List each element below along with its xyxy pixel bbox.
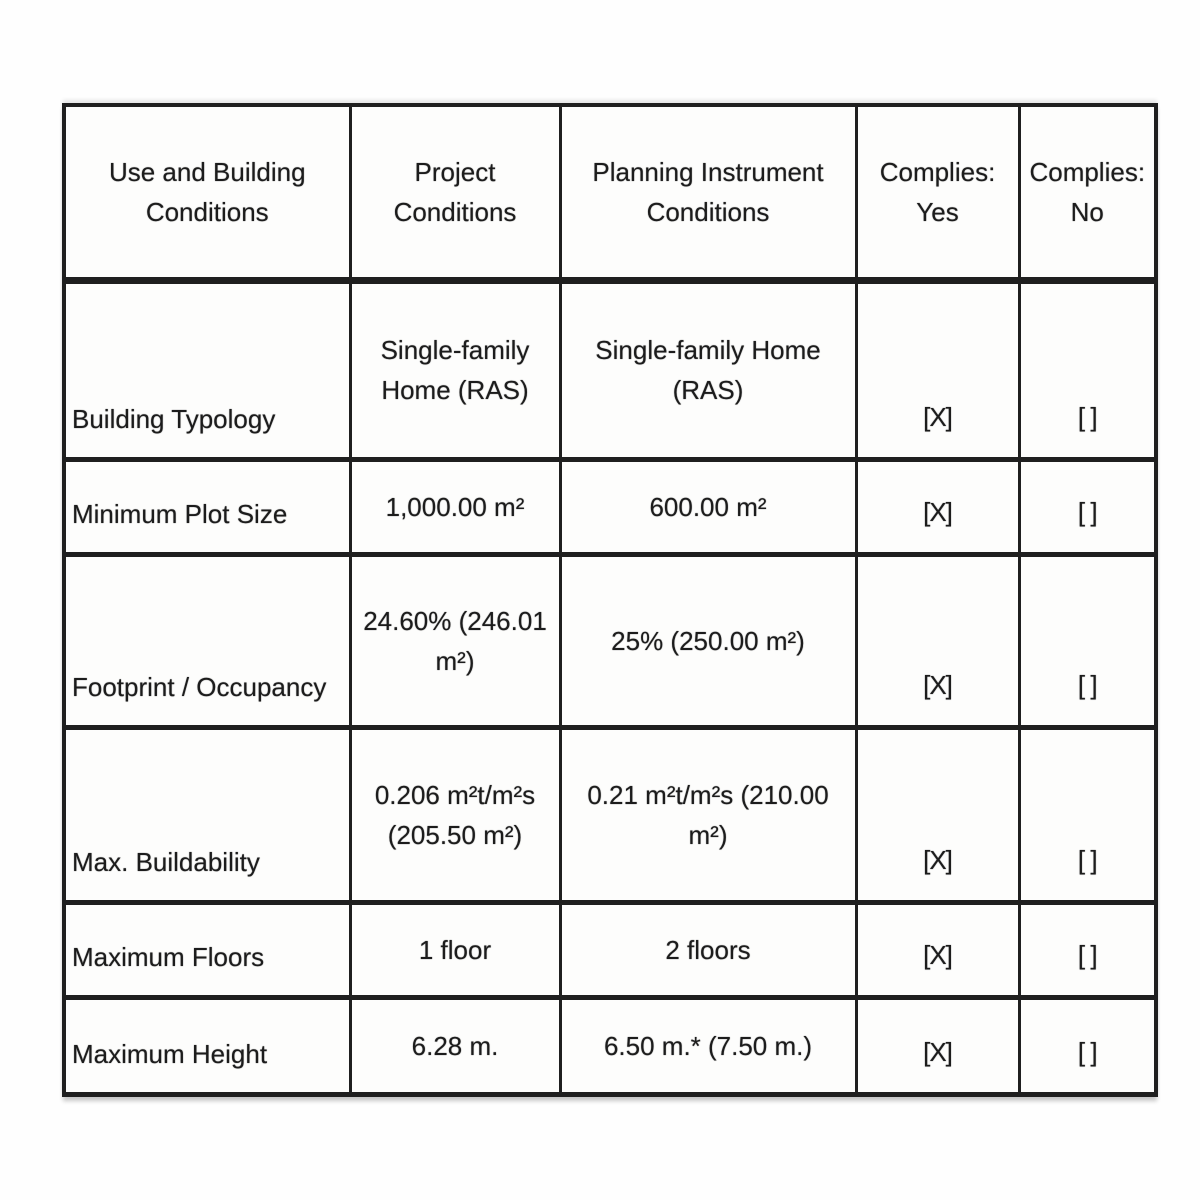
cell-planning-instrument-conditions: 600.00 m² bbox=[558, 457, 858, 557]
cell-planning-instrument-conditions: 6.50 m.* (7.50 m.) bbox=[558, 995, 858, 1097]
compliance-table: Use and Building Conditions Project Cond… bbox=[62, 103, 1158, 1097]
complies-no-mark: [ ] bbox=[1017, 995, 1158, 1097]
header-row: Use and Building Conditions Project Cond… bbox=[62, 103, 1158, 284]
header-complies-yes: Complies: Yes bbox=[854, 103, 1021, 284]
table-row-footprint-occupancy: Footprint / Occupancy 24.60% (246.01 m²)… bbox=[62, 552, 1158, 730]
table-row-maximum-height: Maximum Height 6.28 m. 6.50 m.* (7.50 m.… bbox=[62, 995, 1158, 1097]
compliance-table-container: Use and Building Conditions Project Cond… bbox=[62, 103, 1158, 1097]
complies-no-mark: [ ] bbox=[1017, 278, 1158, 462]
cell-project-conditions: 0.206 m²t/m²s (205.50 m²) bbox=[348, 725, 562, 905]
header-project-conditions: Project Conditions bbox=[348, 103, 562, 284]
complies-yes-mark: [X] bbox=[854, 278, 1021, 462]
table-row-max-buildability: Max. Buildability 0.206 m²t/m²s (205.50 … bbox=[62, 725, 1158, 905]
header-complies-no: Complies: No bbox=[1017, 103, 1158, 284]
row-label: Max. Buildability bbox=[62, 725, 352, 905]
cell-project-conditions: 24.60% (246.01 m²) bbox=[348, 552, 562, 730]
cell-project-conditions: 6.28 m. bbox=[348, 995, 562, 1097]
cell-planning-instrument-conditions: 0.21 m²t/m²s (210.00 m²) bbox=[558, 725, 858, 905]
complies-no-mark: [ ] bbox=[1017, 900, 1158, 1000]
row-label: Building Typology bbox=[62, 278, 352, 462]
row-label: Footprint / Occupancy bbox=[62, 552, 352, 730]
cell-planning-instrument-conditions: 2 floors bbox=[558, 900, 858, 1000]
complies-yes-mark: [X] bbox=[854, 900, 1021, 1000]
header-planning-instrument-conditions: Planning Instrument Conditions bbox=[558, 103, 858, 284]
complies-yes-mark: [X] bbox=[854, 995, 1021, 1097]
table-row-maximum-floors: Maximum Floors 1 floor 2 floors [X] [ ] bbox=[62, 900, 1158, 1000]
row-label: Maximum Floors bbox=[62, 900, 352, 1000]
table-row-minimum-plot-size: Minimum Plot Size 1,000.00 m² 600.00 m² … bbox=[62, 457, 1158, 557]
complies-no-mark: [ ] bbox=[1017, 457, 1158, 557]
header-use-and-building-conditions: Use and Building Conditions bbox=[62, 103, 352, 284]
table-row-building-typology: Building Typology Single-family Home (RA… bbox=[62, 278, 1158, 462]
complies-yes-mark: [X] bbox=[854, 552, 1021, 730]
cell-project-conditions: Single-family Home (RAS) bbox=[348, 278, 562, 462]
cell-planning-instrument-conditions: 25% (250.00 m²) bbox=[558, 552, 858, 730]
cell-project-conditions: 1,000.00 m² bbox=[348, 457, 562, 557]
complies-no-mark: [ ] bbox=[1017, 725, 1158, 905]
cell-planning-instrument-conditions: Single-family Home (RAS) bbox=[558, 278, 858, 462]
complies-yes-mark: [X] bbox=[854, 457, 1021, 557]
cell-project-conditions: 1 floor bbox=[348, 900, 562, 1000]
complies-yes-mark: [X] bbox=[854, 725, 1021, 905]
row-label: Minimum Plot Size bbox=[62, 457, 352, 557]
complies-no-mark: [ ] bbox=[1017, 552, 1158, 730]
row-label: Maximum Height bbox=[62, 995, 352, 1097]
